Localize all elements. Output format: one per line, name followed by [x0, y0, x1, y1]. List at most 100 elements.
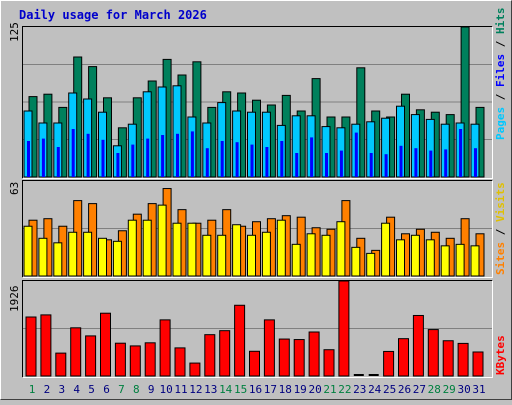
legend-pages: Pages: [494, 107, 507, 140]
bar-visits-day-10: [157, 204, 167, 277]
bar-files-day-4: [71, 129, 75, 177]
bar-files-day-18: [280, 141, 284, 177]
bar-files-day-19: [295, 153, 299, 177]
x-tick-label-day-20: 20: [308, 383, 321, 396]
bar-files-day-16: [250, 144, 254, 177]
bar-visits-day-20: [306, 233, 316, 277]
bar-files-day-20: [310, 137, 314, 177]
bar-hits-day-30: [460, 26, 470, 178]
x-tick-label-day-11: 11: [174, 383, 187, 396]
bar-kbytes-day-12: [189, 362, 201, 377]
bar-files-day-10: [161, 135, 165, 177]
x-tick-label-day-13: 13: [204, 383, 217, 396]
x-tick-label-day-7: 7: [118, 383, 125, 396]
bar-visits-day-13: [202, 234, 212, 277]
bar-visits-day-27: [410, 234, 420, 277]
bar-visits-day-8: [127, 219, 137, 277]
bar-files-day-3: [56, 147, 60, 177]
x-tick-label-day-19: 19: [294, 383, 307, 396]
bar-visits-day-14: [217, 234, 227, 277]
bar-kbytes-day-5: [85, 335, 97, 377]
bar-kbytes-day-30: [457, 342, 469, 377]
bar-visits-day-24: [366, 252, 376, 277]
x-tick-label-day-1: 1: [29, 383, 36, 396]
bar-kbytes-day-2: [40, 314, 52, 377]
legend-hits: Hits: [494, 8, 507, 35]
bar-visits-day-22: [336, 221, 346, 277]
legend-visits: Visits: [494, 182, 507, 222]
bar-files-day-24: [369, 153, 373, 177]
bar-visits-day-29: [440, 245, 450, 277]
bar-kbytes-day-4: [70, 327, 82, 377]
legend-sites-visits: Sites / Visits: [494, 182, 507, 275]
bar-kbytes-day-7: [114, 342, 126, 377]
bar-hits-day-23: [356, 67, 366, 178]
bar-kbytes-day-22: [338, 280, 350, 377]
chart-title: Daily usage for March 2026: [19, 8, 207, 22]
x-axis-day-labels: 1 2 3 4 5 6 7 8 9 10 11 12 13 14 15 16 17 18 19 20 21 22 23 24 2…: [29, 383, 486, 396]
legend-separator-2: /: [494, 34, 507, 54]
bar-visits-day-11: [172, 222, 182, 277]
y-max-label-sites: 63: [8, 182, 21, 195]
x-tick-label-day-21: 21: [323, 383, 336, 396]
y-max-label-hits: 125: [8, 22, 21, 42]
bar-kbytes-day-1: [25, 316, 37, 377]
bar-visits-day-17: [261, 231, 271, 277]
x-tick-label-day-29: 29: [443, 383, 456, 396]
x-tick-label-day-17: 17: [264, 383, 277, 396]
bar-kbytes-day-6: [100, 312, 111, 377]
legend-hits-files-pages: Pages / Files / Hits: [494, 8, 507, 141]
bar-kbytes-day-9: [144, 342, 156, 377]
x-tick-label-day-23: 23: [353, 383, 366, 396]
x-tick-label-day-3: 3: [58, 383, 65, 396]
bar-kbytes-day-11: [174, 347, 186, 377]
bar-files-day-2: [41, 138, 45, 177]
bar-kbytes-day-14: [219, 330, 231, 377]
bar-kbytes-day-13: [204, 334, 216, 377]
bar-visits-day-1: [23, 225, 33, 277]
x-tick-label-day-31: 31: [472, 383, 485, 396]
x-tick-label-day-6: 6: [103, 383, 110, 396]
bar-kbytes-day-16: [249, 350, 260, 377]
bar-files-day-1: [27, 141, 30, 177]
bar-visits-day-4: [68, 231, 78, 277]
bar-kbytes-day-3: [55, 352, 67, 377]
bar-kbytes-day-26: [398, 338, 409, 377]
bar-kbytes-day-18: [278, 338, 290, 377]
bar-files-day-9: [146, 138, 150, 177]
panel-sites-bars: [23, 188, 485, 277]
bar-files-day-6: [101, 139, 105, 177]
bar-files-day-15: [235, 142, 239, 177]
legend-separator-3: /: [494, 222, 507, 242]
x-tick-label-day-27: 27: [413, 383, 426, 396]
panel-kbytes: [22, 280, 493, 378]
bar-visits-day-31: [470, 245, 480, 277]
panel-hits-bevel-light: [22, 26, 493, 179]
x-tick-label-day-12: 12: [189, 383, 202, 396]
bar-files-day-7: [116, 153, 120, 177]
bar-kbytes-day-25: [383, 350, 395, 377]
bar-visits-day-5: [83, 231, 93, 277]
bar-files-day-22: [339, 150, 343, 177]
bar-files-day-11: [176, 133, 179, 177]
bar-files-day-8: [131, 144, 135, 177]
panel-hits-bars: [23, 26, 485, 178]
bar-visits-day-6: [98, 237, 107, 277]
bar-files-day-26: [399, 145, 403, 177]
panel-kbytes-bevel-dark: [22, 280, 493, 378]
x-tick-label-day-2: 2: [44, 383, 51, 396]
x-tick-label-day-10: 10: [159, 383, 172, 396]
bar-files-day-17: [265, 147, 269, 177]
x-tick-label-day-16: 16: [249, 383, 262, 396]
x-tick-label-day-24: 24: [368, 383, 382, 396]
x-tick-label-day-22: 22: [338, 383, 351, 396]
panel-kbytes-bars: [25, 280, 484, 377]
bar-kbytes-day-28: [427, 329, 439, 377]
bar-files-day-13: [205, 148, 209, 177]
y-max-label-kbytes: 1926: [8, 286, 21, 313]
bar-visits-day-2: [38, 237, 48, 277]
bar-files-day-30: [459, 129, 463, 177]
bar-visits-day-25: [381, 222, 391, 277]
bar-visits-day-21: [321, 234, 331, 277]
